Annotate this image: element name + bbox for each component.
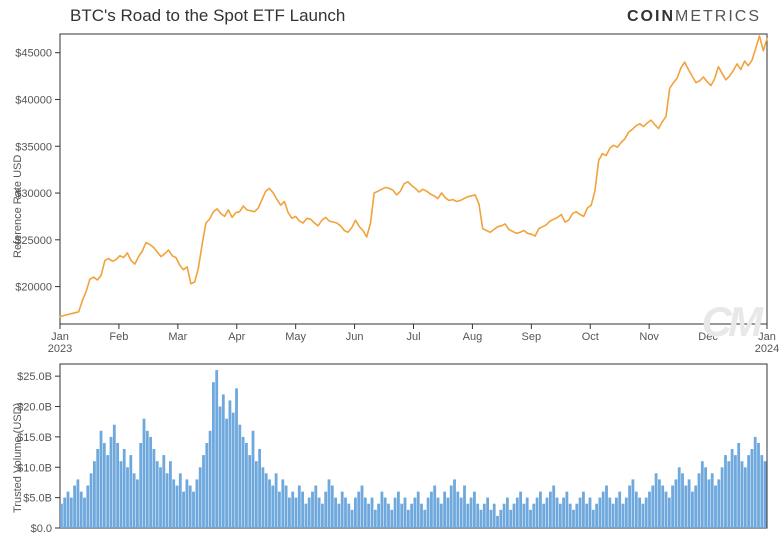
svg-text:Sep: Sep: [522, 331, 542, 343]
svg-text:2023: 2023: [48, 343, 72, 355]
brand-label: COINMETRICS: [627, 8, 761, 26]
svg-text:Oct: Oct: [582, 331, 599, 343]
price-chart-svg: $20000$25000$30000$35000$40000$45000JanF…: [0, 28, 779, 358]
svg-text:Dec: Dec: [698, 331, 718, 343]
volume-chart: Trusted Volume (USD) $0.0$5.0B$10.0B$15.…: [0, 358, 779, 538]
svg-text:$45000: $45000: [15, 48, 52, 60]
svg-text:Jan: Jan: [758, 331, 776, 343]
svg-text:Jan: Jan: [51, 331, 69, 343]
svg-text:Nov: Nov: [639, 331, 659, 343]
svg-text:$0.0: $0.0: [31, 523, 52, 535]
price-chart: Reference Rate USD $20000$25000$30000$35…: [0, 28, 779, 358]
svg-text:$20000: $20000: [15, 282, 52, 294]
price-y-label: Reference Rate USD: [12, 155, 24, 258]
svg-text:Aug: Aug: [463, 331, 483, 343]
svg-text:$5.0B: $5.0B: [23, 493, 52, 505]
svg-text:Mar: Mar: [168, 331, 187, 343]
svg-text:May: May: [285, 331, 306, 343]
svg-text:$35000: $35000: [15, 141, 52, 153]
svg-text:Jul: Jul: [406, 331, 420, 343]
svg-text:Feb: Feb: [109, 331, 128, 343]
svg-text:2024: 2024: [755, 343, 779, 355]
volume-chart-svg: $0.0$5.0B$10.0B$15.0B$20.0B$25.0B: [0, 358, 779, 538]
chart-title: BTC's Road to the Spot ETF Launch: [70, 6, 345, 26]
svg-text:$40000: $40000: [15, 94, 52, 106]
svg-text:Jun: Jun: [346, 331, 364, 343]
svg-text:$25.0B: $25.0B: [17, 371, 52, 383]
svg-text:Apr: Apr: [228, 331, 245, 343]
volume-y-label: Trusted Volume (USD): [12, 403, 24, 513]
